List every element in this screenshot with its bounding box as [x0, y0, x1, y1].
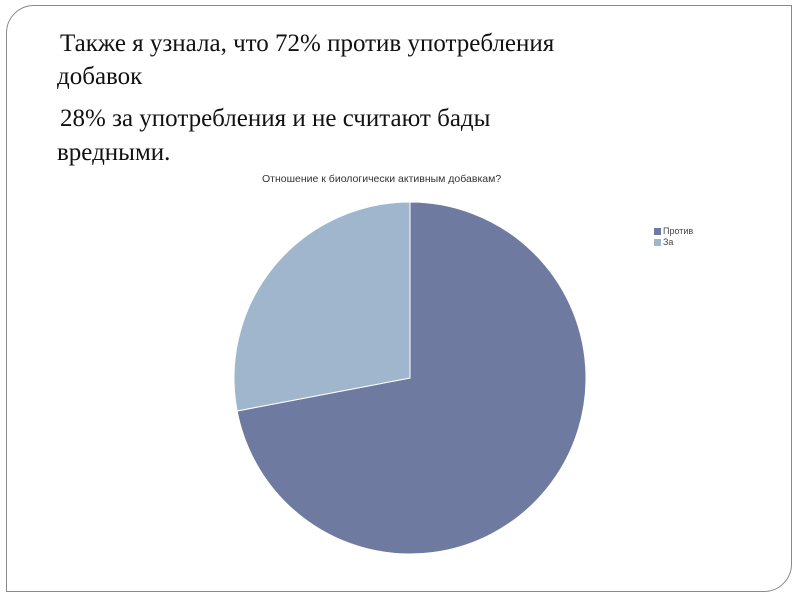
slide-text-line-2: добавок — [57, 63, 143, 90]
pie-slice-За — [233, 201, 411, 412]
legend-swatch — [654, 228, 661, 235]
chart-title: Отношение к биологически активным добавк… — [262, 173, 502, 185]
pie-slice-Против — [236, 201, 587, 555]
slide-frame — [6, 5, 792, 592]
legend-swatch — [654, 239, 661, 246]
legend-label: За — [663, 237, 674, 247]
chart-legend: Против За — [654, 226, 693, 248]
legend-label: Против — [663, 226, 694, 236]
slide-text-line-1: Также я узнала, что 72% против употребле… — [60, 30, 555, 57]
legend-item-0: Против — [654, 226, 693, 237]
legend-item-1: За — [654, 237, 693, 248]
slide-text-line-3: 28% за употребления и не считают бады — [60, 105, 491, 132]
slide-text-line-4: вредными. — [57, 139, 171, 166]
